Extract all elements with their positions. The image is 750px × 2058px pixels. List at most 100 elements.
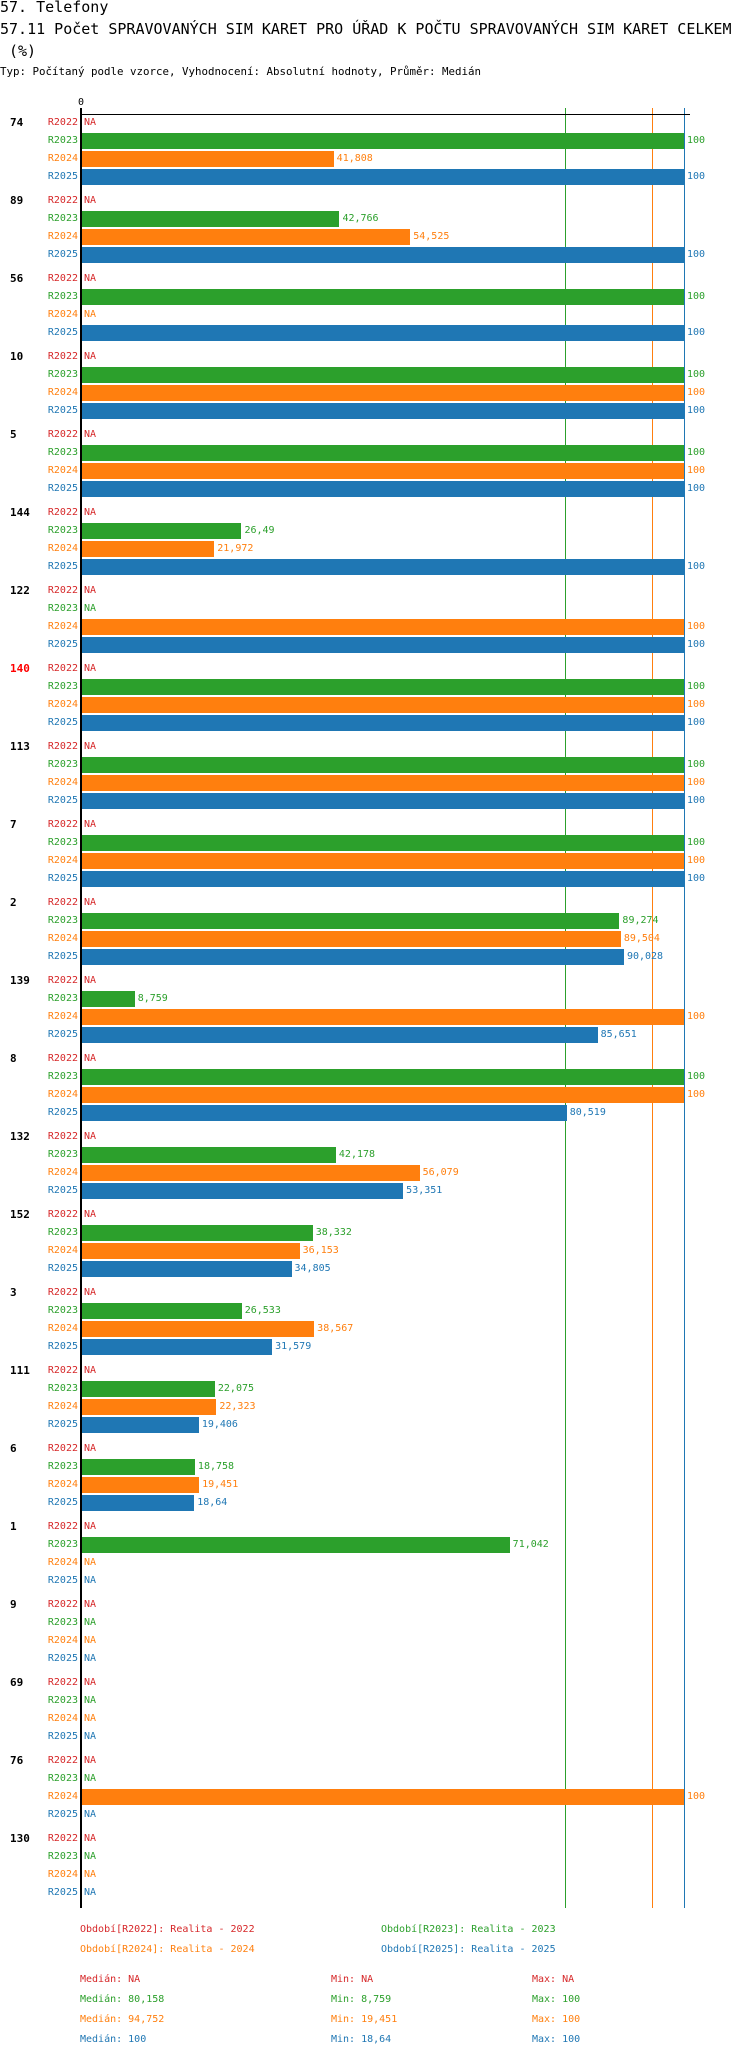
series-label: R2024: [47, 1479, 78, 1490]
series-label: R2023: [47, 1461, 78, 1472]
series-label: R2024: [47, 1557, 78, 1568]
data-label: 100: [687, 681, 706, 692]
series-label: R2024: [47, 855, 78, 866]
na-label: NA: [84, 1653, 97, 1664]
data-label: 21,972: [217, 543, 254, 554]
bar-r2025: [82, 403, 684, 419]
group-label: 132: [10, 1130, 30, 1143]
data-label: 100: [687, 369, 706, 380]
bar-r2025: [82, 1105, 567, 1121]
x-axis-top-line: [80, 114, 690, 115]
data-label: 89,504: [623, 933, 660, 944]
bar-r2025: [82, 1027, 598, 1043]
data-label: 22,075: [217, 1383, 255, 1394]
na-label: NA: [84, 663, 97, 674]
stat-median: Medián: NA: [80, 1974, 141, 1985]
data-label: 100: [687, 447, 706, 458]
series-label: R2024: [47, 231, 78, 242]
series-label: R2022: [47, 507, 78, 518]
data-label: 100: [687, 639, 706, 650]
data-label: 100: [687, 171, 706, 182]
na-label: NA: [84, 1755, 97, 1766]
group-label: 130: [10, 1832, 30, 1845]
series-label: R2024: [47, 1245, 78, 1256]
bar-r2025: [82, 481, 684, 497]
data-label: 100: [687, 777, 706, 788]
group-label: 1: [10, 1520, 17, 1533]
data-label: 19,406: [201, 1419, 238, 1430]
series-label: R2025: [47, 1263, 78, 1274]
na-label: NA: [84, 1677, 97, 1688]
series-label: R2024: [47, 387, 78, 398]
chart-info: Typ: Počítaný podle vzorce, Vyhodnocení:…: [0, 65, 482, 78]
data-label: 38,332: [315, 1227, 352, 1238]
series-label: R2025: [47, 1185, 78, 1196]
y-axis-line: [80, 108, 82, 1908]
series-label: R2025: [47, 1809, 78, 1820]
group-label: 139: [10, 974, 30, 987]
bar-r2024: [82, 1243, 300, 1259]
bar-r2024: [82, 775, 684, 791]
bar-r2025: [82, 559, 684, 575]
na-label: NA: [84, 1773, 97, 1784]
bar-r2023: [82, 1225, 313, 1241]
bar-r2023: [82, 1147, 336, 1163]
stat-min: Min: 18,64: [331, 2034, 392, 2045]
series-label: R2022: [47, 663, 78, 674]
bar-r2025: [82, 871, 684, 887]
group-label: 113: [10, 740, 30, 753]
data-label: 18,64: [197, 1497, 228, 1508]
data-label: 100: [687, 1089, 706, 1100]
series-label: R2024: [47, 153, 78, 164]
series-label: R2023: [47, 1149, 78, 1160]
stat-min: Min: 19,451: [331, 2014, 398, 2025]
na-label: NA: [84, 1365, 97, 1376]
bar-r2023: [82, 1303, 242, 1319]
na-label: NA: [84, 1731, 97, 1742]
series-label: R2023: [47, 1695, 78, 1706]
data-label: 34,805: [294, 1263, 331, 1274]
group-label: 122: [10, 584, 30, 597]
bar-r2024: [82, 1399, 217, 1415]
na-label: NA: [84, 195, 97, 206]
na-label: NA: [84, 309, 97, 320]
series-label: R2024: [47, 699, 78, 710]
series-label: R2022: [47, 1287, 78, 1298]
series-label: R2022: [47, 1443, 78, 1454]
group-label: 111: [10, 1364, 30, 1377]
na-label: NA: [84, 1887, 97, 1898]
median-line-r2023: [565, 108, 566, 1908]
group-label: 76: [10, 1754, 24, 1767]
series-label: R2024: [47, 777, 78, 788]
na-label: NA: [84, 117, 97, 128]
group-label: 144: [10, 506, 30, 519]
series-label: R2024: [47, 933, 78, 944]
bar-r2024: [82, 151, 334, 167]
bar-r2023: [82, 991, 135, 1007]
group-label: 74: [10, 116, 24, 129]
series-label: R2025: [47, 561, 78, 572]
data-label: 85,651: [600, 1029, 637, 1040]
series-label: R2023: [47, 369, 78, 380]
data-label: 31,579: [275, 1341, 312, 1352]
stat-median: Medián: 80,158: [80, 1994, 165, 2005]
na-label: NA: [84, 1053, 97, 1064]
na-label: NA: [84, 1575, 97, 1586]
stat-median: Medián: 100: [80, 2034, 147, 2045]
series-label: R2023: [47, 525, 78, 536]
data-label: 100: [687, 621, 706, 632]
series-label: R2023: [47, 291, 78, 302]
series-label: R2022: [47, 1053, 78, 1064]
data-label: 53,351: [406, 1185, 443, 1196]
bar-r2025: [82, 169, 684, 185]
bar-r2023: [82, 211, 340, 227]
series-label: R2023: [47, 447, 78, 458]
na-label: NA: [84, 603, 97, 614]
na-label: NA: [84, 1809, 97, 1820]
series-label: R2024: [47, 1011, 78, 1022]
series-label: R2024: [47, 621, 78, 632]
data-label: 100: [687, 291, 706, 302]
series-label: R2024: [47, 1869, 78, 1880]
series-label: R2023: [47, 1851, 78, 1862]
data-label: 18,758: [197, 1461, 235, 1472]
